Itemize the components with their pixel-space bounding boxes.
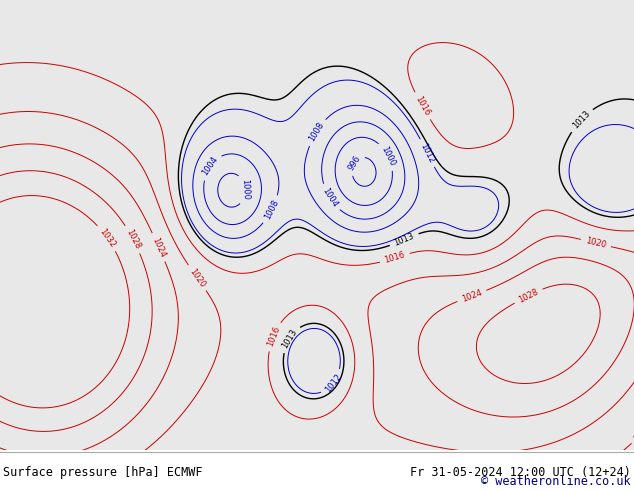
Text: Fr 31-05-2024 12:00 UTC (12+24): Fr 31-05-2024 12:00 UTC (12+24) <box>410 466 631 479</box>
Text: 996: 996 <box>346 154 362 172</box>
Text: 1000: 1000 <box>379 145 397 168</box>
Text: 1012: 1012 <box>418 142 436 165</box>
Text: 1000: 1000 <box>240 178 250 200</box>
Text: © weatheronline.co.uk: © weatheronline.co.uk <box>481 475 631 488</box>
Text: Surface pressure [hPa] ECMWF: Surface pressure [hPa] ECMWF <box>3 466 203 479</box>
Text: 1032: 1032 <box>98 227 117 249</box>
Text: 1004: 1004 <box>200 155 219 177</box>
Text: 1024: 1024 <box>150 236 167 259</box>
Text: 1012: 1012 <box>323 372 343 394</box>
Text: 1008: 1008 <box>263 198 280 221</box>
Text: 1020: 1020 <box>585 236 607 250</box>
Text: 1024: 1024 <box>460 288 483 304</box>
Text: 1016: 1016 <box>632 421 634 443</box>
Text: 1013: 1013 <box>571 109 592 131</box>
Text: 1016: 1016 <box>413 95 431 118</box>
Text: 1004: 1004 <box>320 187 339 209</box>
Text: 1020: 1020 <box>188 267 207 289</box>
Text: 1013: 1013 <box>392 231 416 248</box>
Text: 1016: 1016 <box>193 471 216 487</box>
Text: 1013: 1013 <box>280 327 299 350</box>
Text: 1016: 1016 <box>384 250 406 265</box>
Text: 1008: 1008 <box>307 121 326 144</box>
Text: 1028: 1028 <box>124 228 142 251</box>
Text: 1016: 1016 <box>265 325 281 348</box>
Text: 1028: 1028 <box>517 287 540 304</box>
